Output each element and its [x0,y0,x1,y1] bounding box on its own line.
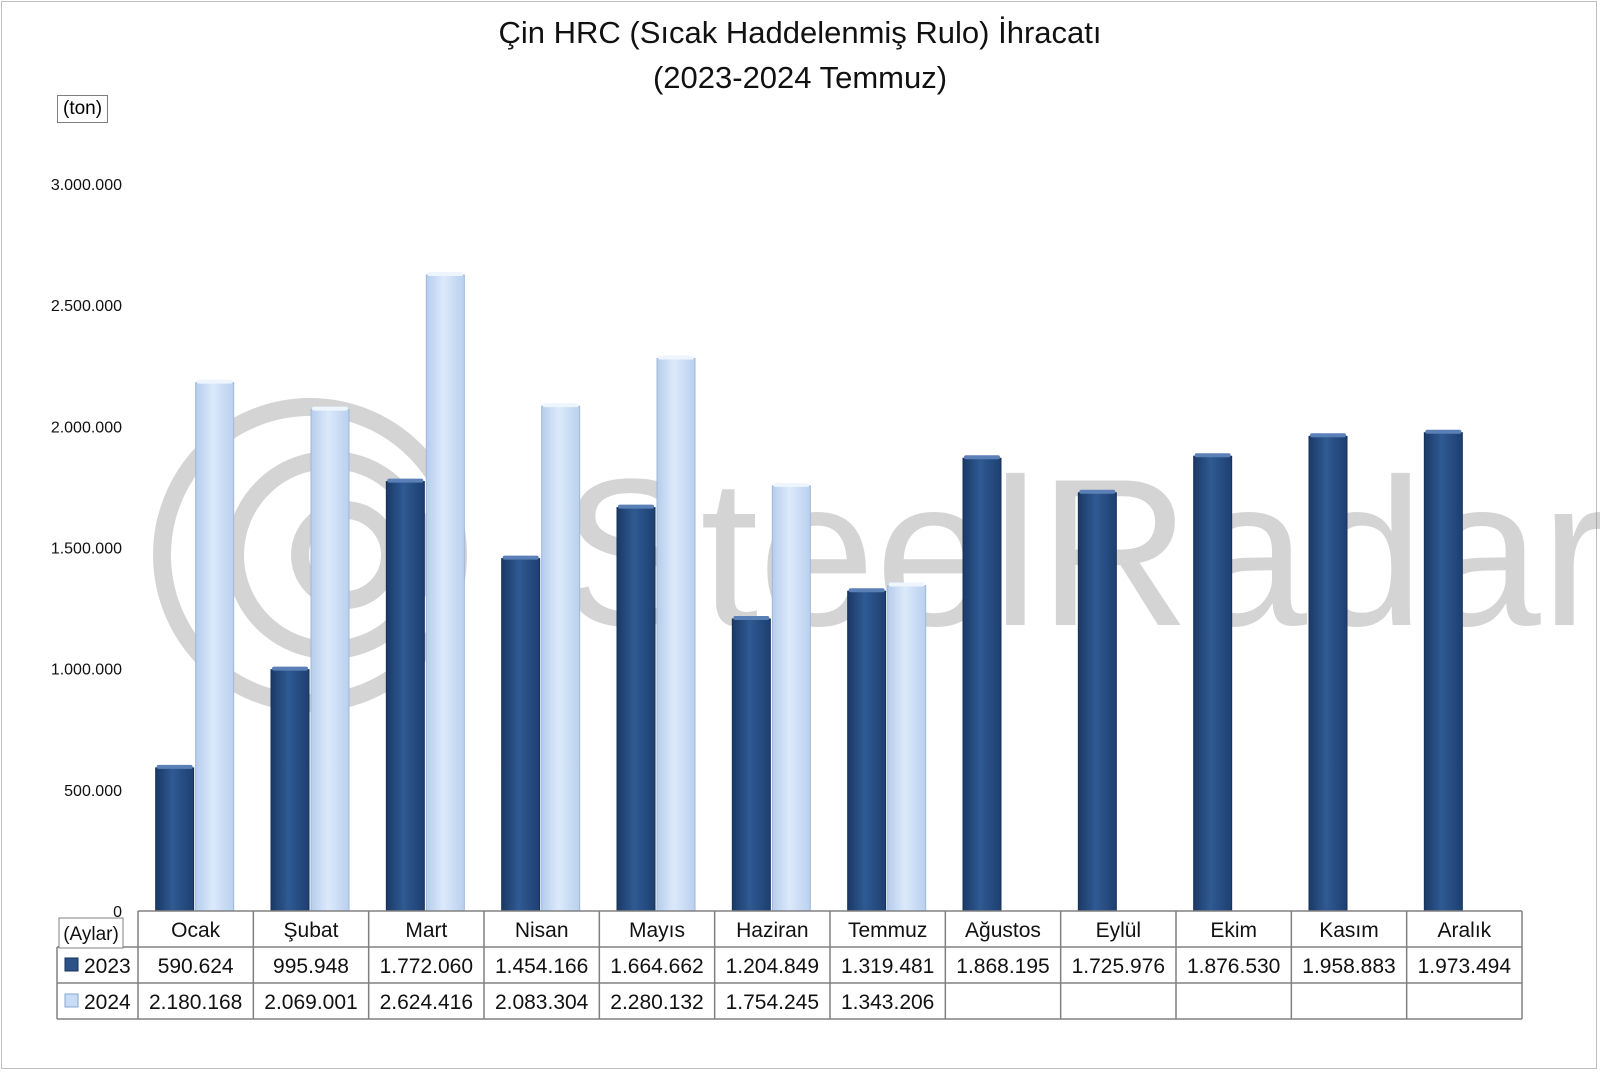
legend-swatch-2023 [64,957,79,972]
y-tick-label: 2.000.000 [51,419,122,436]
y-tick-label: 1.000.000 [51,662,122,679]
y-unit-label: (ton) [57,95,109,123]
data-label-2024: 2.069.001 [264,991,357,1014]
bar-top-2024 [196,379,233,384]
data-label-2023: 1.868.195 [956,955,1049,978]
category-label: Mayıs [629,919,685,942]
bar-2024 [541,405,581,912]
category-label: Ekim [1210,919,1257,942]
y-tick-label: 500.000 [64,783,122,800]
data-label-2024: 2.083.304 [495,991,589,1014]
data-label-2023: 1.204.849 [726,955,819,978]
category-label: Ocak [171,919,221,942]
x-label-box [58,917,124,949]
category-label: Şubat [284,919,339,942]
category-label: Aralık [1437,919,1491,942]
bar-2023 [155,767,195,912]
x-axis-label: (Aylar) [63,924,119,945]
bar-2024 [656,357,696,912]
data-label-2023: 1.319.481 [841,955,934,978]
category-label: Kasım [1319,919,1379,942]
bar-top-2023 [964,455,1000,460]
bar-2023 [962,457,1002,912]
category-label: Temmuz [848,919,927,942]
category-label: Eylül [1096,919,1142,942]
bar-2023 [1193,455,1233,912]
chart-title-line2: (2023-2024 Temmuz) [652,60,948,95]
y-tick-label: 0 [113,904,122,921]
bar-2023 [731,618,771,912]
category-label: Nisan [515,919,569,942]
bar-top-2024 [773,482,810,487]
bar-top-2023 [1425,429,1462,434]
bar-2023 [501,558,541,912]
category-label: Ağustos [965,919,1041,942]
bar-top-2023 [272,666,308,671]
legend-label-2024: 2024 [84,991,131,1014]
data-label-2023: 1.958.883 [1302,955,1395,978]
chart-title: Çin HRC (Sıcak Haddelenmiş Rulo) İhracat… [0,10,1600,100]
chart-title-line1: Çin HRC (Sıcak Haddelenmiş Rulo) İhracat… [498,15,1102,50]
legend-label-2023: 2023 [84,955,131,978]
bar-2023 [616,507,656,912]
bars-layer [155,272,1463,912]
bar-top-2023 [1194,453,1231,458]
category-label: Haziran [736,919,808,942]
legend-swatch-2024 [64,993,79,1008]
data-label-2023: 1.725.976 [1072,955,1165,978]
bar-2024 [425,274,465,912]
bar-top-2023 [387,478,424,483]
bar-2023 [1308,435,1348,912]
bar-2023 [1077,492,1117,912]
bar-top-2024 [888,582,925,587]
bar-top-2023 [848,588,885,593]
bar-2024 [771,485,811,912]
bar-2024 [310,409,350,912]
data-label-2024: 2.624.416 [380,991,473,1014]
bar-top-2024 [658,355,694,360]
bar-2023 [270,669,310,912]
data-table: Ocak Şubat Mart Nisan Mayıs Haziran Temmuz Ağus… [56,910,1523,1020]
data-label-2024: 2.180.168 [149,991,242,1014]
category-label: Mart [405,919,447,942]
data-label-2024: 1.754.245 [726,991,819,1014]
y-tick-label: 3.000.000 [51,177,122,194]
bar-top-2024 [312,406,348,411]
y-axis: 0 500.000 1.000.000 1.500.000 2.000.000 2.500… [51,177,122,921]
data-label-2023: 1.772.060 [380,955,473,978]
bar-2023 [385,481,425,912]
data-label-2023: 995.948 [273,955,349,978]
bar-top-2023 [733,616,770,621]
data-label-2023: 1.664.662 [610,955,703,978]
bar-2023 [1423,432,1463,912]
y-tick-label: 1.500.000 [51,541,122,558]
data-label-2023: 1.973.494 [1418,955,1512,978]
bar-top-2023 [1079,489,1116,494]
data-label-2024: 1.343.206 [841,991,934,1014]
data-label-2023: 1.876.530 [1187,955,1280,978]
bar-top-2023 [502,555,539,560]
data-label-2023: 590.624 [158,955,234,978]
bar-2024 [887,584,927,912]
bar-top-2023 [156,764,193,769]
bar-top-2023 [1310,433,1346,438]
data-label-2023: 1.454.166 [495,955,588,978]
bar-top-2024 [427,272,464,277]
y-tick-label: 2.500.000 [51,298,122,315]
data-label-2024: 2.280.132 [610,991,703,1014]
bar-2023 [847,590,887,912]
bar-top-2023 [618,504,654,509]
bar-top-2024 [542,403,579,408]
bar-2024 [195,382,235,912]
